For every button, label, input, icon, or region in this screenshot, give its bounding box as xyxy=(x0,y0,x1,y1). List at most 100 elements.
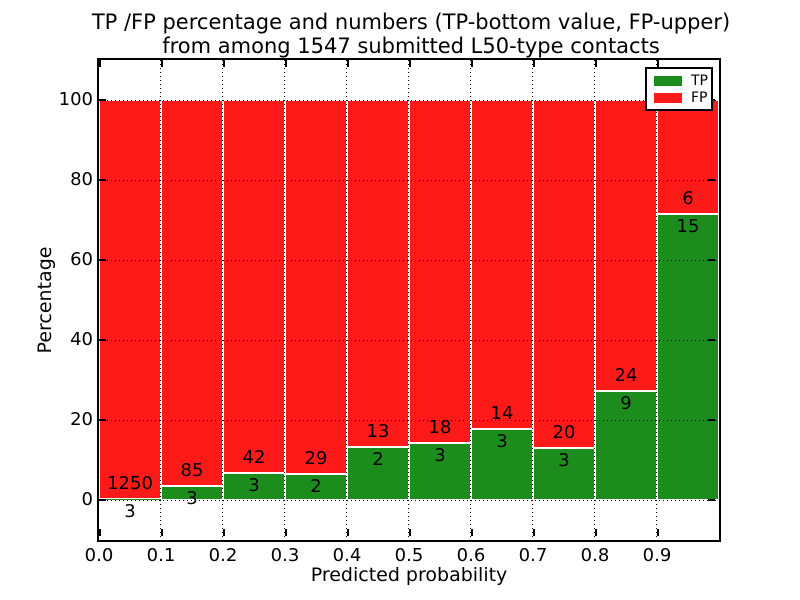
vertical-gridline xyxy=(346,60,347,540)
x-tick-mark-top xyxy=(409,60,411,67)
horizontal-gridline xyxy=(99,180,719,181)
x-tick-mark-top xyxy=(533,60,535,67)
fp-count-label: 29 xyxy=(304,448,328,469)
y-tick-label: 0 xyxy=(81,489,93,510)
tp-bar-segment xyxy=(471,429,533,500)
legend-label: TP xyxy=(691,72,708,89)
y-tick-mark-right xyxy=(708,419,715,421)
x-tick-mark-top xyxy=(99,60,101,67)
fp-count-label: 18 xyxy=(428,417,452,438)
x-tick-label: 0.2 xyxy=(208,545,238,566)
fp-bar-segment xyxy=(533,100,595,448)
fp-bar-segment xyxy=(161,100,223,486)
y-tick-label: 60 xyxy=(70,249,93,270)
x-tick-mark xyxy=(347,529,349,536)
y-tick-mark xyxy=(99,499,106,501)
y-tick-mark-right xyxy=(708,179,715,181)
x-tick-mark-top xyxy=(471,60,473,67)
tp-bar-segment xyxy=(347,447,409,500)
vertical-gridline xyxy=(656,60,657,540)
x-tick-label: 0.0 xyxy=(84,545,114,566)
y-tick-mark xyxy=(99,179,106,181)
vertical-gridline xyxy=(594,60,595,540)
tp-bar-segment xyxy=(595,391,657,500)
legend-entry: FP xyxy=(654,91,711,105)
y-tick-mark-right xyxy=(708,259,715,261)
x-tick-mark xyxy=(533,529,535,536)
tp-bar-segment xyxy=(533,448,595,500)
legend-label: FP xyxy=(691,89,708,106)
y-tick-mark xyxy=(99,339,106,341)
x-tick-label: 0.8 xyxy=(580,545,610,566)
x-tick-label: 0.7 xyxy=(518,545,548,566)
x-tick-label: 0.3 xyxy=(270,545,300,566)
x-tick-label: 0.5 xyxy=(394,545,424,566)
tp-count-label: 3 xyxy=(434,445,446,466)
fp-count-label: 85 xyxy=(180,460,204,481)
x-tick-label: 0.1 xyxy=(146,545,176,566)
x-tick-label: 0.9 xyxy=(642,545,672,566)
tp-count-label: 3 xyxy=(496,431,508,452)
x-tick-mark-top xyxy=(657,60,659,67)
tp-count-label: 15 xyxy=(676,216,700,237)
fp-bar-segment xyxy=(595,100,657,391)
chart-title-line2: from among 1547 submitted L50-type conta… xyxy=(162,34,660,58)
x-tick-mark xyxy=(657,529,659,536)
y-tick-mark-right xyxy=(708,499,715,501)
vertical-gridline xyxy=(470,60,471,540)
x-tick-mark xyxy=(285,529,287,536)
fp-count-label: 1250 xyxy=(107,473,153,494)
y-tick-label: 40 xyxy=(70,329,93,350)
tp-count-label: 2 xyxy=(372,449,384,470)
plot-area: 1250 3 85 3 42 3 29 2 13 2 18 3 14 3 20 3 24 9 6 15 xyxy=(97,58,721,542)
fp-count-label: 14 xyxy=(490,403,514,424)
x-tick-mark xyxy=(99,529,101,536)
fp-count-label: 24 xyxy=(614,365,638,386)
fp-count-label: 42 xyxy=(242,447,266,468)
fp-bar-segment xyxy=(409,100,471,443)
y-tick-mark xyxy=(99,259,106,261)
x-tick-label: 0.6 xyxy=(456,545,486,566)
x-tick-mark-top xyxy=(285,60,287,67)
tp-bar-segment xyxy=(223,473,285,500)
legend-entry: TP xyxy=(654,74,711,88)
x-tick-mark xyxy=(409,529,411,536)
tp-bar-segment xyxy=(409,443,471,500)
fp-count-label: 13 xyxy=(366,421,390,442)
fp-count-label: 6 xyxy=(682,188,694,209)
horizontal-gridline xyxy=(99,420,719,421)
fp-bar-segment xyxy=(99,100,161,499)
y-tick-label: 20 xyxy=(70,409,93,430)
horizontal-gridline xyxy=(99,260,719,261)
tp-count-label: 3 xyxy=(558,450,570,471)
vertical-gridline xyxy=(222,60,223,540)
horizontal-gridline xyxy=(99,340,719,341)
vertical-gridline xyxy=(408,60,409,540)
y-tick-label: 80 xyxy=(70,169,93,190)
tp-count-label: 9 xyxy=(620,393,632,414)
vertical-gridline xyxy=(160,60,161,540)
vertical-gridline xyxy=(532,60,533,540)
tp-count-label: 3 xyxy=(248,475,260,496)
tp-count-label: 3 xyxy=(124,501,136,522)
y-tick-mark xyxy=(99,419,106,421)
tp-count-label: 2 xyxy=(310,476,322,497)
x-tick-label: 0.4 xyxy=(332,545,362,566)
tp-legend-swatch xyxy=(654,75,682,86)
x-tick-mark-top xyxy=(347,60,349,67)
horizontal-gridline xyxy=(99,100,719,101)
fp-bar-segment xyxy=(285,100,347,474)
x-axis-label: Predicted probability xyxy=(310,564,508,586)
x-tick-mark xyxy=(595,529,597,536)
y-tick-mark-right xyxy=(708,339,715,341)
tp-bar-segment xyxy=(657,214,719,500)
x-tick-mark xyxy=(223,529,225,536)
y-tick-label: 100 xyxy=(58,89,93,110)
x-tick-mark-top xyxy=(161,60,163,67)
x-tick-mark-top xyxy=(223,60,225,67)
y-tick-mark xyxy=(99,99,106,101)
x-tick-mark xyxy=(161,529,163,536)
legend: TP FP xyxy=(645,67,713,111)
fp-legend-swatch xyxy=(654,92,682,103)
